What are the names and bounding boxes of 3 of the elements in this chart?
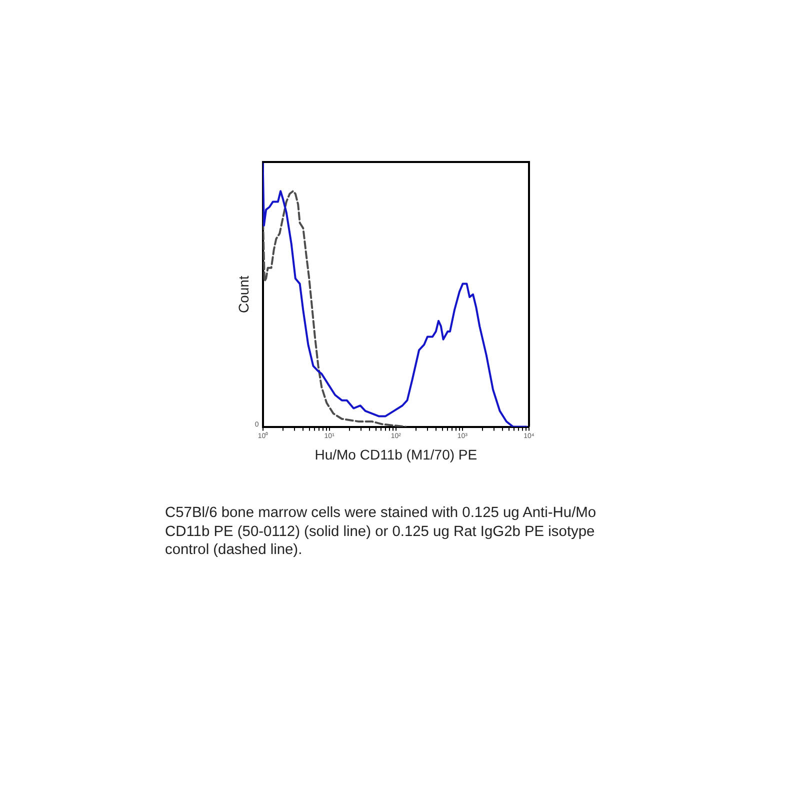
y-axis-title: Count xyxy=(235,276,252,314)
x-axis-title: Hu/Mo CD11b (M1/70) PE xyxy=(314,446,478,462)
text: C57Bl/6 bone marrow cells were stained with 0.125 ug Anti-Hu/Mo CD11b PE (50-0112) (solid line) or 0.125 ug Rat IgG2b PE isotype control (dashed line). xyxy=(165,504,598,560)
